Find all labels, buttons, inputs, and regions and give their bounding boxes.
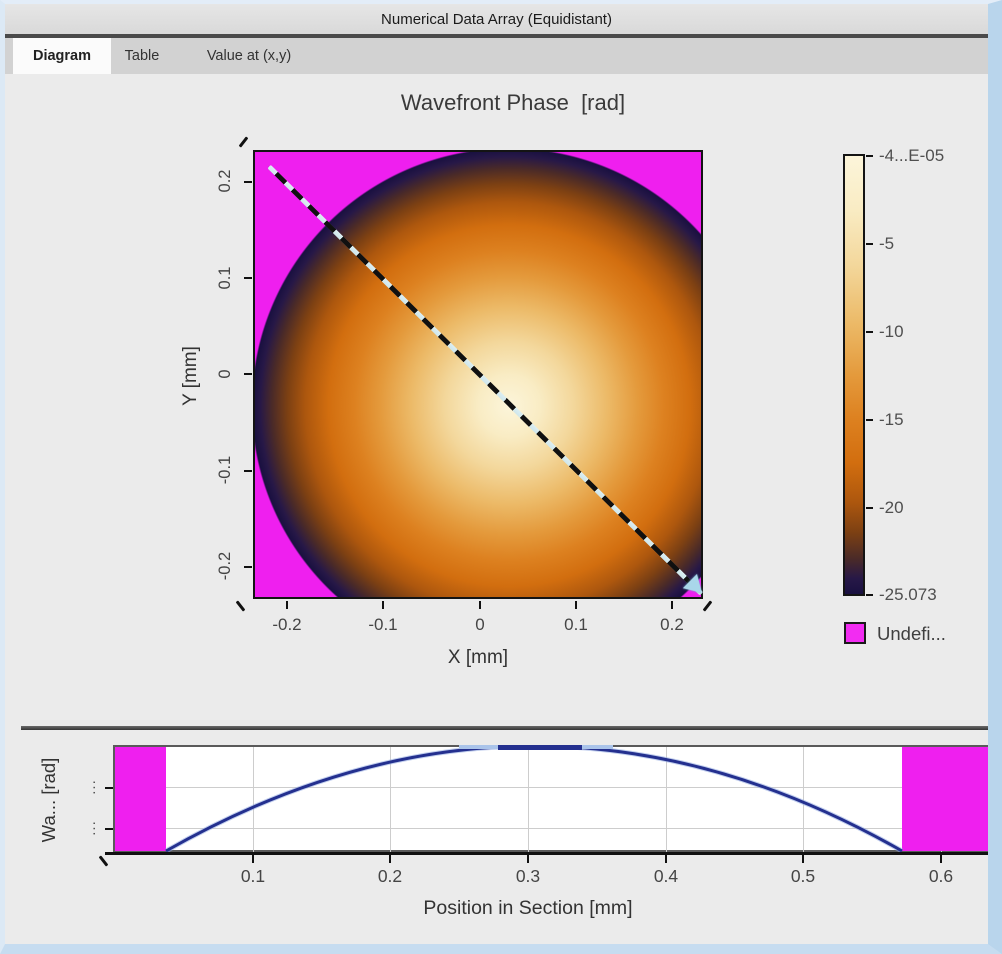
x-tick-label: 0.2 [660, 615, 684, 634]
gridline [253, 747, 254, 852]
undefined-region-left [115, 747, 166, 851]
colorbar-gradient [843, 154, 865, 596]
x-tick [575, 601, 577, 609]
x-tick [382, 601, 384, 609]
gridline [666, 747, 667, 852]
x-tick [940, 855, 942, 863]
x-tick [665, 855, 667, 863]
y-tick [105, 787, 113, 789]
window-title: Numerical Data Array (Equidistant) [381, 10, 612, 28]
gridline [528, 747, 529, 852]
x-tick-label: 0.1 [564, 615, 588, 634]
undefined-legend-swatch [844, 622, 866, 644]
gridline [390, 747, 391, 852]
section-x-axis-label: Position in Section [mm] [423, 897, 633, 919]
x-tick [527, 855, 529, 863]
tab-diagram-label: Diagram [32, 48, 92, 64]
x-tick-label: -0.2 [272, 615, 302, 634]
gridline [803, 747, 804, 852]
x-tick [479, 601, 481, 609]
section-curve [164, 745, 904, 853]
y-tick-label: -0.2 [216, 551, 234, 581]
x-tick-label: 0 [475, 615, 485, 634]
y-tick-label: 0 [216, 369, 234, 379]
colorbar-tick [866, 155, 873, 157]
colorbar-tick [866, 507, 873, 509]
colorbar-tick [866, 419, 873, 421]
x-axis-label: X [mm] [447, 647, 509, 668]
colorbar-tick-label: -25.073 [879, 585, 937, 604]
x-tick [252, 855, 254, 863]
axis-spike [990, 855, 1000, 866]
colorbar-tick-label: -10 [879, 322, 904, 341]
tab-value-at-xy[interactable]: Value at (x,y) [185, 38, 313, 74]
y-tick-label: -0.1 [216, 455, 234, 485]
colorbar-tick-label: -4...E-05 [879, 146, 945, 165]
x-tick [671, 601, 673, 609]
undefined-legend-label: Undefi... [877, 623, 946, 644]
y-tick [244, 470, 252, 472]
colorbar-tick-label: -15 [879, 410, 904, 429]
titlebar-divider [5, 34, 988, 38]
x-tick-label: 0.1 [240, 866, 266, 886]
x-tick [389, 855, 391, 863]
x-tick-label: 0.4 [653, 866, 679, 886]
x-tick-label: 0.2 [377, 866, 403, 886]
colorbar-tick-label: -5 [879, 234, 895, 253]
colorbar-tick-label: -20 [879, 498, 904, 517]
tab-table[interactable]: Table [111, 38, 173, 74]
y-tick [244, 566, 252, 568]
x-tick-label: 0.3 [515, 866, 541, 886]
tab-table-label: Table [124, 48, 160, 64]
y-tick [244, 181, 252, 183]
undefined-region-right [902, 747, 988, 851]
x-tick-label: 0.5 [790, 866, 816, 886]
colorbar-tick [866, 331, 873, 333]
y-tick [244, 277, 252, 279]
gridline [115, 787, 988, 788]
section-x-axis [105, 852, 988, 855]
y-tick-label: 0.1 [216, 266, 234, 290]
y-tick [244, 373, 252, 375]
x-tick-label: -0.1 [368, 615, 398, 634]
y-tick-label: ... [82, 779, 99, 795]
colorbar-tick [866, 243, 873, 245]
colorbar-tick [866, 594, 873, 596]
curve-peak-clip [498, 745, 582, 750]
panel-divider[interactable] [21, 726, 988, 730]
window-titlebar: Numerical Data Array (Equidistant) [5, 4, 988, 34]
y-tick-label: 0.2 [216, 169, 234, 193]
y-tick [105, 828, 113, 830]
gridline [115, 828, 988, 829]
tab-diagram[interactable]: Diagram [13, 38, 111, 74]
y-tick-label: ... [82, 820, 99, 836]
chart-title: Wavefront Phase [rad] [400, 90, 626, 115]
x-tick-label: 0.6 [928, 866, 954, 886]
x-tick [802, 855, 804, 863]
y-axis-label: Y [mm] [180, 346, 201, 406]
tab-value-at-xy-label: Value at (x,y) [206, 48, 292, 64]
x-tick [286, 601, 288, 609]
section-y-axis-label: Wa... [rad] [38, 757, 59, 843]
tab-bar: Diagram Table Value at (x,y) [5, 38, 988, 74]
